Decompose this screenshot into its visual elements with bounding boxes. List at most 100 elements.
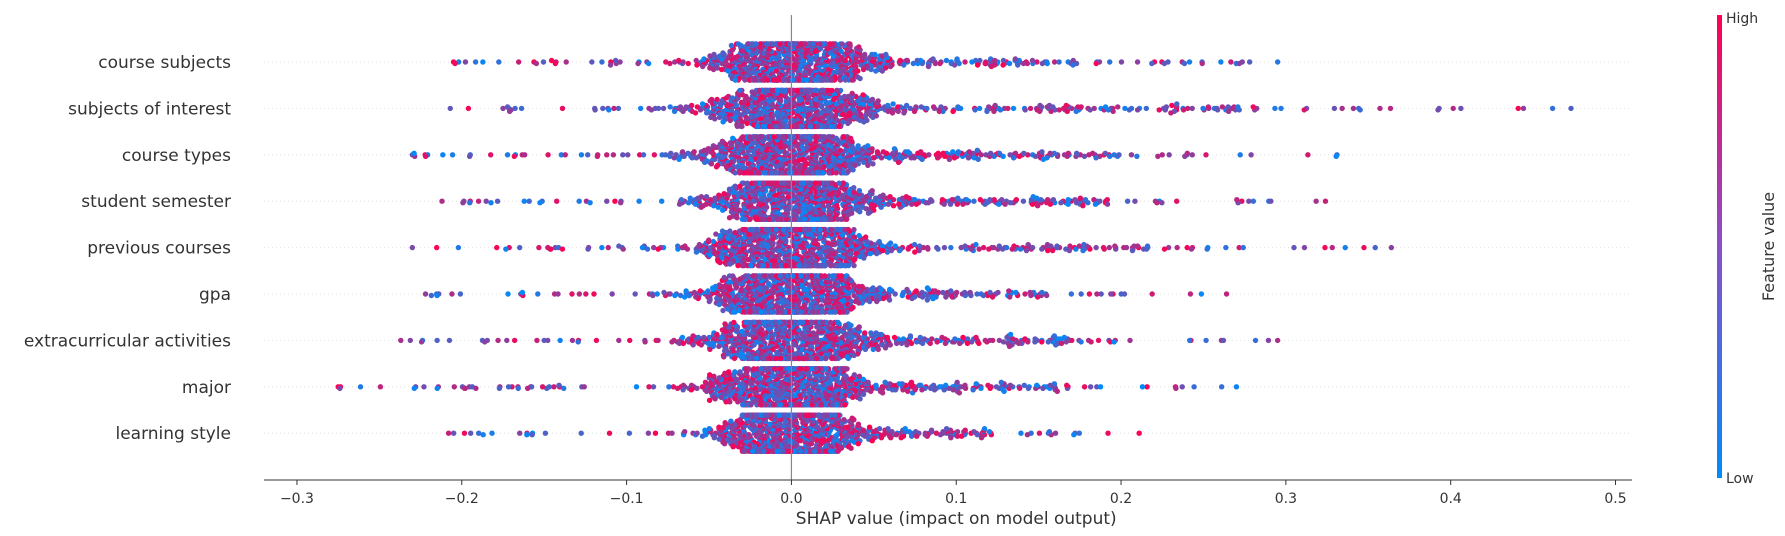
shap-point (843, 216, 850, 222)
shap-point (799, 123, 805, 130)
shap-point (996, 150, 1003, 156)
shap-point (895, 159, 902, 165)
shap-point (842, 77, 849, 83)
shap-point (769, 41, 775, 47)
shap-point (604, 152, 610, 158)
shap-point (914, 57, 920, 64)
shap-point (745, 41, 751, 47)
shap-point (814, 134, 820, 140)
shap-point (710, 238, 717, 245)
shap-point (807, 226, 813, 233)
shap-point (1102, 150, 1108, 156)
shap-point (887, 240, 894, 246)
shap-point (545, 152, 551, 158)
shap-point (812, 262, 818, 269)
shap-point (1058, 200, 1064, 206)
shap-point (764, 77, 771, 83)
shap-point (1121, 244, 1127, 251)
shap-point (774, 216, 780, 222)
shap-point (1124, 198, 1131, 204)
shap-point (655, 246, 661, 252)
shap-point (526, 198, 532, 204)
shap-point (1012, 56, 1018, 62)
shap-point (1161, 246, 1168, 252)
shap-point (873, 113, 880, 119)
shap-point (766, 216, 772, 222)
shap-point (892, 243, 899, 249)
shap-point (812, 180, 818, 186)
shap-point (1159, 200, 1165, 206)
shap-point (909, 201, 915, 207)
shap-point (806, 180, 812, 186)
shap-point (487, 152, 494, 158)
shap-point (693, 57, 699, 64)
shap-point (962, 243, 968, 249)
shap-point (791, 216, 797, 222)
shap-point (685, 60, 691, 67)
shap-point (930, 56, 936, 62)
shap-point (838, 216, 844, 222)
shap-point (801, 226, 808, 233)
shap-point (645, 60, 652, 67)
shap-point (563, 59, 569, 65)
shap-point (587, 200, 593, 206)
shap-point (1166, 152, 1172, 158)
shap-point (836, 123, 842, 130)
shap-point (1361, 244, 1367, 251)
shap-point (825, 134, 831, 140)
shap-point (856, 188, 863, 194)
shap-point (886, 155, 892, 161)
shap-point (951, 62, 958, 68)
shap-point (1218, 59, 1224, 65)
shap-point (880, 149, 887, 155)
shap-point (793, 123, 800, 130)
shap-point (604, 198, 610, 204)
shap-point (503, 246, 509, 252)
shap-point (1036, 108, 1043, 115)
shap-point (817, 226, 823, 233)
shap-point (1250, 104, 1256, 110)
shap-point (996, 201, 1002, 207)
shap-point (1049, 247, 1056, 254)
shap-point (1305, 152, 1311, 158)
shap-point (711, 51, 717, 58)
shap-point (908, 155, 914, 161)
shap-point (992, 57, 998, 64)
shap-point (968, 246, 974, 252)
shap-point (1333, 153, 1339, 159)
shap-point (856, 232, 862, 239)
shap-point (984, 108, 990, 115)
shap-points (335, 41, 1574, 454)
shap-point (837, 147, 844, 153)
shap-point (562, 152, 568, 158)
shap-point (717, 259, 723, 266)
shap-point (712, 195, 718, 201)
shap-point (775, 77, 781, 83)
shap-point (1017, 246, 1024, 252)
shap-point (483, 198, 489, 204)
shap-point (714, 96, 720, 103)
shap-point (789, 77, 796, 83)
shap-point (1072, 197, 1078, 203)
shap-point (987, 197, 993, 203)
shap-point (869, 188, 875, 194)
shap-point (1184, 150, 1191, 156)
shap-point (889, 110, 896, 116)
shap-point (833, 170, 839, 176)
shap-point (1301, 107, 1307, 113)
shap-point (719, 138, 726, 144)
shap-point (727, 117, 733, 124)
shap-point (537, 200, 543, 206)
shap-point (460, 200, 466, 206)
shap-point (1235, 104, 1241, 110)
shap-point (852, 162, 858, 168)
shap-point (617, 59, 623, 65)
shap-point (957, 105, 964, 112)
shap-point (1051, 59, 1058, 65)
shap-point (679, 149, 686, 155)
shap-point (904, 57, 910, 64)
shap-point (1021, 150, 1027, 156)
shap-point (1002, 201, 1008, 207)
shap-point (865, 162, 871, 168)
shap-point (755, 262, 761, 269)
